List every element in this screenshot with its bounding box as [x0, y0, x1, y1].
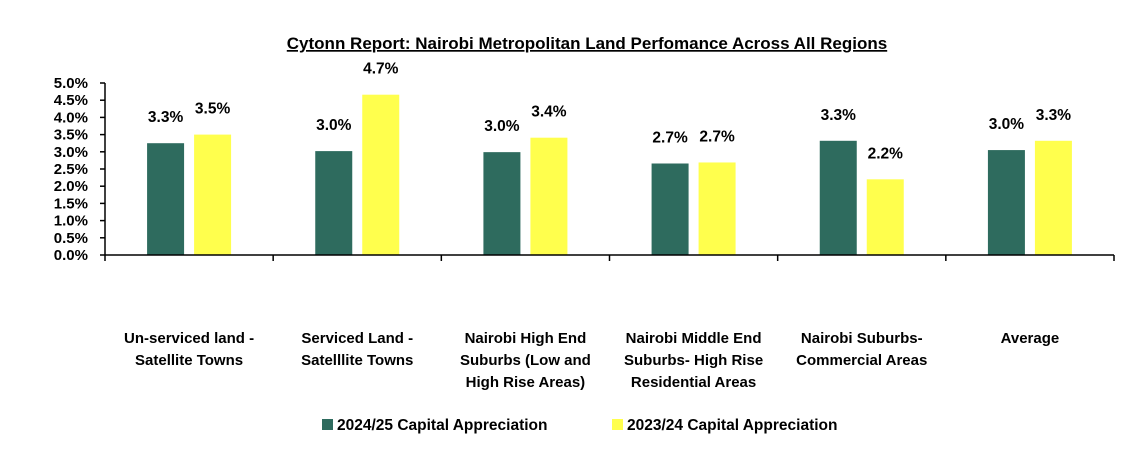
- bar-2024-25: [819, 140, 857, 255]
- legend: 2024/25 Capital Appreciation 2023/24 Capi…: [322, 417, 837, 434]
- category-label-line: Un-serviced land -: [124, 330, 254, 347]
- category-label-line: Nairobi Suburbs-: [801, 330, 923, 347]
- y-tick-label: 4.0%: [54, 109, 88, 126]
- category-label-line: Suburbs (Low and: [460, 352, 591, 369]
- bar-2024-25: [651, 163, 689, 255]
- legend-label: 2024/25 Capital Appreciation: [337, 417, 547, 434]
- data-label: 3.3%: [148, 109, 184, 126]
- y-tick-label: 0.0%: [54, 247, 88, 264]
- data-labels-group: 3.3% 3.5% 3.0% 4.7% 3.0% 3.4% 2.7% 2.7% 3.3% 2.2%…: [148, 61, 1071, 163]
- y-tick-label: 1.0%: [54, 213, 88, 230]
- category-label-line: Commercial Areas: [796, 352, 927, 369]
- data-label: 3.0%: [316, 117, 352, 134]
- category-label-line: Satelllite Towns: [301, 352, 413, 369]
- y-tick-label: 3.0%: [54, 144, 88, 161]
- category-label-line: Satellite Towns: [135, 352, 243, 369]
- bar-2023-24: [362, 94, 400, 255]
- bar-2023-24: [698, 162, 736, 255]
- bar-2024-25: [483, 152, 521, 255]
- chart-title: Cytonn Report: Nairobi Metropolitan Land…: [287, 34, 887, 53]
- y-tick-label: 5.0%: [54, 75, 88, 92]
- data-label: 3.3%: [821, 107, 857, 124]
- data-label: 3.4%: [531, 104, 567, 121]
- category-label-line: Nairobi Middle End: [626, 330, 762, 347]
- y-tick-label: 0.5%: [54, 230, 88, 247]
- category-label-line: Residential Areas: [631, 374, 756, 391]
- bar-2023-24: [194, 134, 232, 255]
- legend-swatch: [322, 419, 333, 430]
- y-tick-label: 2.5%: [54, 161, 88, 178]
- y-axis: 0.0%0.5%1.0%1.5%2.0%2.5%3.0%3.5%4.0%4.5%…: [54, 75, 106, 264]
- category-label-line: High Rise Areas): [466, 374, 585, 391]
- category-label: Average: [1001, 330, 1060, 347]
- bar-2023-24: [1034, 140, 1072, 255]
- category-label-line: Average: [1001, 330, 1060, 347]
- data-label: 2.7%: [652, 129, 688, 146]
- bar-2024-25: [147, 143, 185, 255]
- category-label: Nairobi Suburbs- Commercial Areas: [796, 330, 927, 369]
- data-label: 3.0%: [484, 118, 520, 135]
- y-tick-label: 1.5%: [54, 195, 88, 212]
- y-tick-label: 2.0%: [54, 178, 88, 195]
- data-label: 2.7%: [699, 128, 735, 145]
- data-label: 3.5%: [195, 101, 231, 118]
- legend-swatch: [612, 419, 623, 430]
- category-label-line: Serviced Land -: [301, 330, 413, 347]
- bar-2023-24: [530, 137, 568, 255]
- data-label: 4.7%: [363, 61, 399, 78]
- bar-2024-25: [315, 151, 353, 255]
- data-label: 3.3%: [1036, 107, 1072, 124]
- y-tick-label: 4.5%: [54, 92, 88, 109]
- data-label: 3.0%: [989, 116, 1025, 133]
- category-label: Serviced Land - Satelllite Towns: [301, 330, 413, 369]
- legend-label: 2023/24 Capital Appreciation: [627, 417, 837, 434]
- data-label: 2.2%: [868, 145, 904, 162]
- category-label: Nairobi Middle End Suburbs- High Rise Resi…: [624, 330, 763, 391]
- category-label: Un-serviced land - Satellite Towns: [124, 330, 254, 369]
- bars-group: [147, 94, 1072, 255]
- category-label-line: Nairobi High End: [465, 330, 587, 347]
- bar-2024-25: [987, 150, 1025, 255]
- x-axis: [104, 254, 1115, 261]
- category-labels: Un-serviced land - Satellite Towns Service…: [124, 330, 1059, 391]
- category-label: Nairobi High End Suburbs (Low and High Ris…: [460, 330, 591, 391]
- bar-2023-24: [866, 179, 904, 255]
- category-label-line: Suburbs- High Rise: [624, 352, 763, 369]
- y-tick-label: 3.5%: [54, 127, 88, 144]
